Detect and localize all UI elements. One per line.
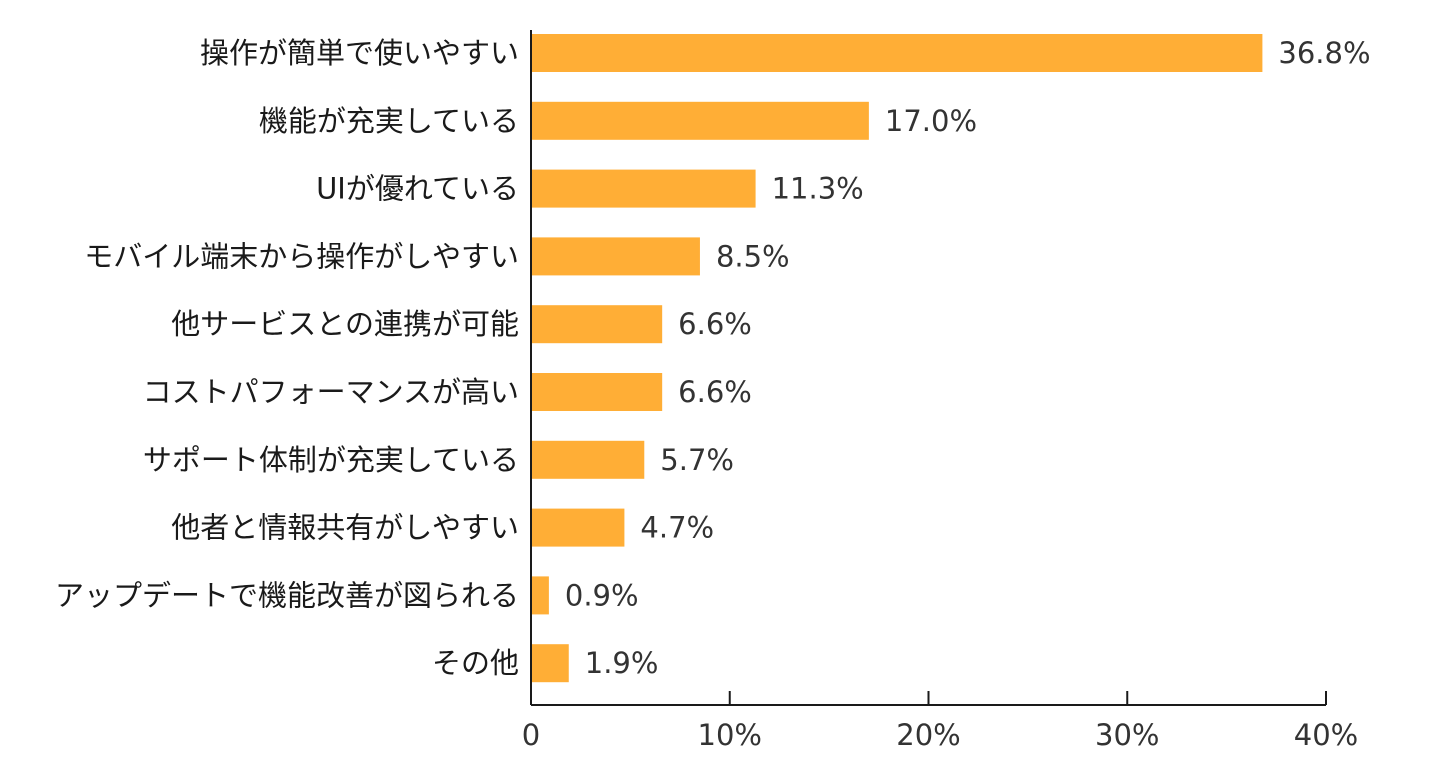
value-label-2: 11.3% [772,172,864,206]
value-label-8: 0.9% [565,578,639,612]
bar-3 [531,237,700,276]
category-label-1: 機能が充実している [259,104,519,138]
value-label-1: 17.0% [885,104,977,138]
axes-group: 0 10% 20% 30% 40% [522,30,1358,752]
value-label-9: 1.9% [585,646,659,680]
category-label-5: コストパフォーマンスが高い [143,375,519,409]
x-tick-label-4: 40% [1294,718,1358,752]
value-label-4: 6.6% [678,307,752,341]
category-label-4: 他サービスとの連携が可能 [171,307,519,341]
bar-4 [531,305,663,344]
value-label-0: 36.8% [1278,36,1370,70]
x-tick-label-3: 30% [1095,718,1159,752]
bar-7 [531,508,625,547]
x-tick-label-0: 0 [522,718,540,752]
bar-2 [531,169,756,208]
x-tick-label-1: 10% [698,718,762,752]
value-label-5: 6.6% [678,375,752,409]
category-label-0: 操作が簡単で使いやすい [200,36,519,70]
bar-9 [531,644,569,683]
bar-1 [531,101,869,140]
category-label-9: その他 [432,646,519,680]
value-label-3: 8.5% [716,239,790,273]
bar-5 [531,373,663,411]
category-label-8: アップデートで機能改善が図られる [55,578,519,612]
bar-6 [531,440,645,479]
category-label-3: モバイル端末から操作がしやすい [84,239,519,273]
category-label-7: 他者と情報共有がしやすい [171,511,519,545]
category-label-2: UIが優れている [316,172,519,206]
x-tick-label-2: 20% [896,718,960,752]
bars-group [531,34,1263,683]
bar-8 [531,576,549,615]
category-label-6: サポート体制が充実している [143,443,519,477]
value-labels: 36.8% 17.0% 11.3% 8.5% 6.6% 6.6% 5.7% 4.7%0.9% 1… [565,36,1371,680]
value-label-7: 4.7% [640,511,714,545]
value-label-6: 5.7% [660,443,734,477]
bar-0 [531,34,1263,72]
